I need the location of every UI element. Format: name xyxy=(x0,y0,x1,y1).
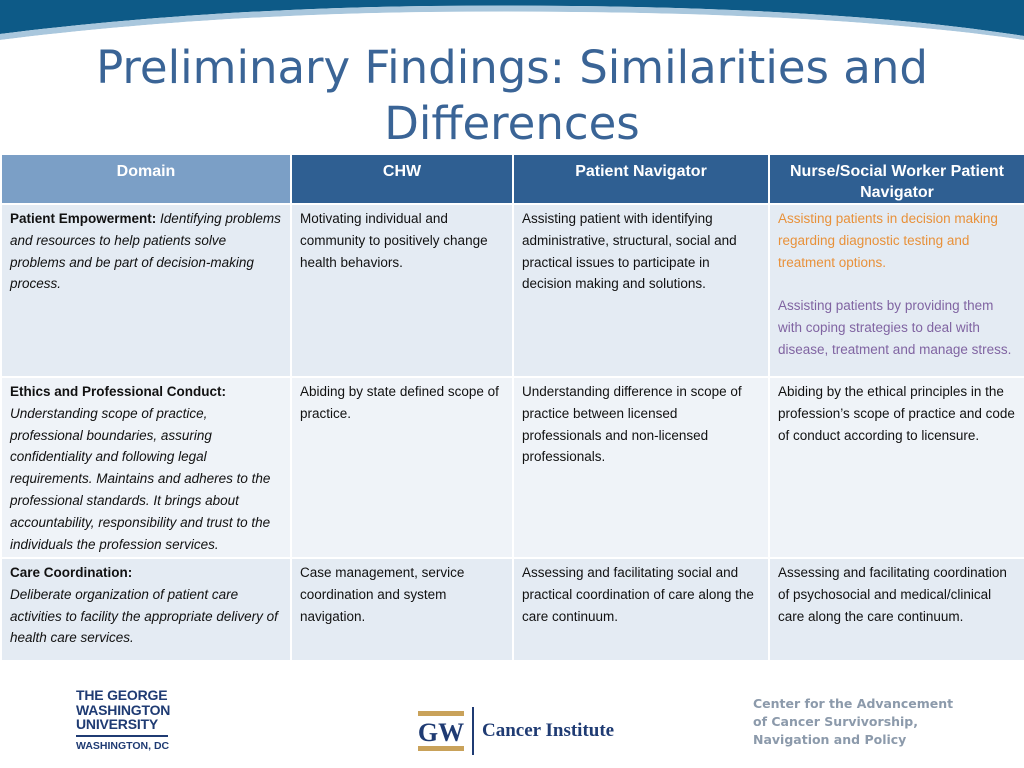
logo-line: THE GEORGE xyxy=(76,687,168,703)
cancer-institute-logo: GW Cancer Institute xyxy=(418,706,614,756)
center-name-line: Navigation and Policy xyxy=(753,732,907,747)
domain-name: Care Coordination: xyxy=(10,565,133,580)
logo-rule xyxy=(76,734,168,737)
table-row: Patient Empowerment: Identifying problem… xyxy=(0,203,1024,378)
patient-navigator-cell: Understanding difference in scope of pra… xyxy=(512,376,770,559)
cancer-institute-name: Cancer Institute xyxy=(482,720,615,741)
table-row: Care Coordination: Deliberate organizati… xyxy=(0,557,1024,662)
table-row: Ethics and Professional Conduct: Underst… xyxy=(0,376,1024,559)
logo-line: UNIVERSITY xyxy=(76,716,159,732)
center-name: Center for the Advancement of Cancer Sur… xyxy=(753,695,953,749)
column-header-domain: Domain xyxy=(0,153,292,205)
column-header-chw: CHW xyxy=(290,153,514,205)
coping-strategies-note: Assisting patients by providing them wit… xyxy=(778,298,1012,357)
gw-monogram-icon: GW xyxy=(418,711,464,751)
nurse-sw-navigator-cell: Assessing and facilitating coordination … xyxy=(768,557,1024,662)
chw-cell: Motivating individual and community to p… xyxy=(290,203,514,378)
slide-title: Preliminary Findings: Similarities and D… xyxy=(96,41,928,150)
domain-cell: Care Coordination: Deliberate organizati… xyxy=(0,557,292,662)
gw-monogram-text: GW xyxy=(418,718,464,747)
patient-navigator-cell: Assessing and facilitating social and pr… xyxy=(512,557,770,662)
findings-table: Domain CHW Patient Navigator Nurse/Socia… xyxy=(0,153,1024,662)
nurse-sw-navigator-cell: Abiding by the ethical principles in the… xyxy=(768,376,1024,559)
center-name-line: Center for the Advancement xyxy=(753,696,954,711)
gw-university-logo: THE GEORGE WASHINGTON UNIVERSITY WASHING… xyxy=(76,688,170,752)
column-header-patient-navigator: Patient Navigator xyxy=(512,153,770,205)
logo-city: WASHINGTON, DC xyxy=(76,739,170,752)
column-header-nurse-sw-navigator: Nurse/Social Worker Patient Navigator xyxy=(768,153,1024,205)
table-header-row: Domain CHW Patient Navigator Nurse/Socia… xyxy=(0,153,1024,205)
decision-making-note: Assisting patients in decision making re… xyxy=(778,211,998,270)
paragraph-spacer xyxy=(778,273,1016,295)
domain-name: Ethics and Professional Conduct: xyxy=(10,384,227,399)
domain-description: Deliberate organization of patient care … xyxy=(10,586,278,646)
nurse-sw-navigator-cell: Assisting patients in decision making re… xyxy=(768,203,1024,378)
domain-cell: Ethics and Professional Conduct: Underst… xyxy=(0,376,292,559)
top-banner-wave xyxy=(0,0,1024,40)
logo-separator xyxy=(472,707,474,755)
domain-description: Understanding scope of practice, profess… xyxy=(10,405,271,552)
domain-description: Identifying problems and resources to he… xyxy=(10,211,281,292)
domain-name: Patient Empowerment: xyxy=(10,211,157,226)
patient-navigator-cell: Assisting patient with identifying admin… xyxy=(512,203,770,378)
domain-cell: Patient Empowerment: Identifying problem… xyxy=(0,203,292,378)
logo-line: WASHINGTON xyxy=(76,701,171,718)
chw-cell: Case management, service coordination an… xyxy=(290,557,514,662)
chw-cell: Abiding by state defined scope of practi… xyxy=(290,376,514,559)
center-name-line: of Cancer Survivorship, xyxy=(753,714,919,729)
